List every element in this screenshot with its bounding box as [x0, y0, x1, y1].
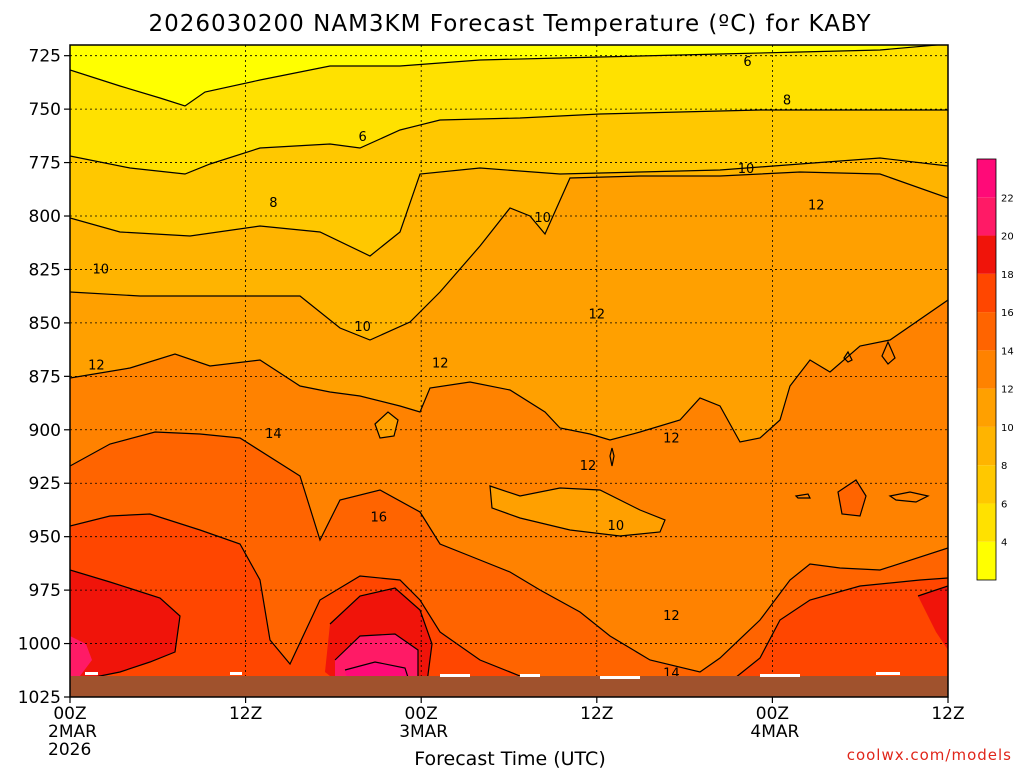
x-tick-label: 00Z	[405, 704, 438, 724]
gridlines	[70, 45, 948, 697]
contour-label: 12	[88, 359, 105, 374]
colorbar-swatch	[977, 350, 996, 389]
colorbar-tick-label: 22	[1001, 193, 1014, 204]
colorbar-swatch	[977, 235, 996, 274]
colorbar-swatch	[977, 159, 996, 198]
colorbar-tick-label: 10	[1001, 423, 1014, 434]
x-tick-label: 00Z	[53, 704, 86, 724]
x-tick-label: 00Z	[756, 704, 789, 724]
contour-label: 12	[808, 198, 825, 213]
colorbar-swatch	[977, 273, 996, 313]
contour-label: 16	[370, 510, 387, 525]
band-16-18	[70, 432, 948, 697]
colorbar-swatch	[977, 426, 996, 466]
contour-label: 12	[589, 307, 606, 322]
y-tick-label: 875	[29, 367, 61, 387]
contour-label: 10	[608, 519, 625, 534]
colorbar-frame	[976, 158, 997, 581]
contour-lines	[70, 45, 948, 691]
contour-label: 12	[663, 609, 680, 624]
x-tick-date: 4MAR	[750, 722, 799, 742]
colorbar-swatch	[977, 312, 996, 351]
contour-label: 10	[92, 262, 109, 277]
contour-label: 6	[743, 55, 751, 70]
contour-label: 12	[580, 459, 597, 474]
contour-label: 10	[534, 211, 551, 226]
colorbar-tick-label: 14	[1001, 346, 1014, 357]
x-tick-label: 12Z	[229, 704, 262, 724]
colorbar-tick-label: 16	[1001, 308, 1014, 319]
band-cool-pocket-2	[375, 412, 398, 438]
contour-label: 10	[354, 320, 371, 335]
x-axis-label: Forecast Time (UTC)	[414, 748, 605, 768]
y-tick-label: 1000	[18, 635, 61, 655]
chart-title: 2026030200 NAM3KM Forecast Temperature (…	[148, 11, 871, 37]
y-tick-label: 975	[29, 581, 61, 601]
contour-label: 10	[738, 162, 755, 177]
contour-label: 12	[663, 431, 680, 446]
colorbar-swatch	[977, 465, 996, 504]
colorbar-swatch	[977, 197, 996, 236]
x-tick-label: 12Z	[931, 704, 964, 724]
contour-label: 12	[432, 357, 449, 372]
colorbar-tick-label: 20	[1001, 232, 1014, 243]
y-tick-label: 950	[29, 528, 61, 548]
y-tick-label: 825	[29, 260, 61, 280]
y-tick-label: 925	[29, 474, 61, 494]
x-tick-date: 2MAR	[48, 722, 97, 742]
colorbar-tick-label: 6	[1001, 499, 1007, 510]
contour-label: 8	[269, 196, 277, 211]
y-axis: 725 750 775 800 825 850 875 900 925 950 975 1000 102…	[18, 47, 70, 708]
colorbar-swatch	[977, 503, 996, 542]
band-warm-pocket	[838, 480, 866, 516]
colorbar-tick-label: 4	[1001, 538, 1007, 549]
y-tick-label: 1025	[18, 688, 61, 708]
y-tick-label: 775	[29, 154, 61, 174]
band-cool-pocket	[490, 486, 665, 536]
colorbar-tick-label: 8	[1001, 461, 1007, 472]
y-tick-label: 725	[29, 47, 61, 67]
colorbar-swatch	[977, 541, 996, 580]
y-tick-label: 900	[29, 421, 61, 441]
colorbar: 4 6 8 10 12 14 16 18 20 22	[976, 158, 1014, 581]
colorbar-tick-label: 12	[1001, 385, 1014, 396]
contour-label: 14	[265, 427, 282, 442]
contour-label: 6	[359, 130, 367, 145]
x-tick-date: 3MAR	[399, 722, 448, 742]
x-tick-year: 2026	[48, 740, 91, 760]
credit-text: coolwx.com/models	[847, 746, 1012, 764]
colorbar-swatch	[977, 388, 996, 427]
plot-frame	[69, 44, 949, 698]
x-tick-label: 12Z	[580, 704, 613, 724]
y-tick-label: 850	[29, 314, 61, 334]
y-tick-label: 800	[29, 207, 61, 227]
colorbar-tick-label: 18	[1001, 270, 1014, 281]
y-tick-label: 750	[29, 100, 61, 120]
contour-label: 8	[783, 94, 791, 109]
ground-surface	[70, 676, 948, 697]
